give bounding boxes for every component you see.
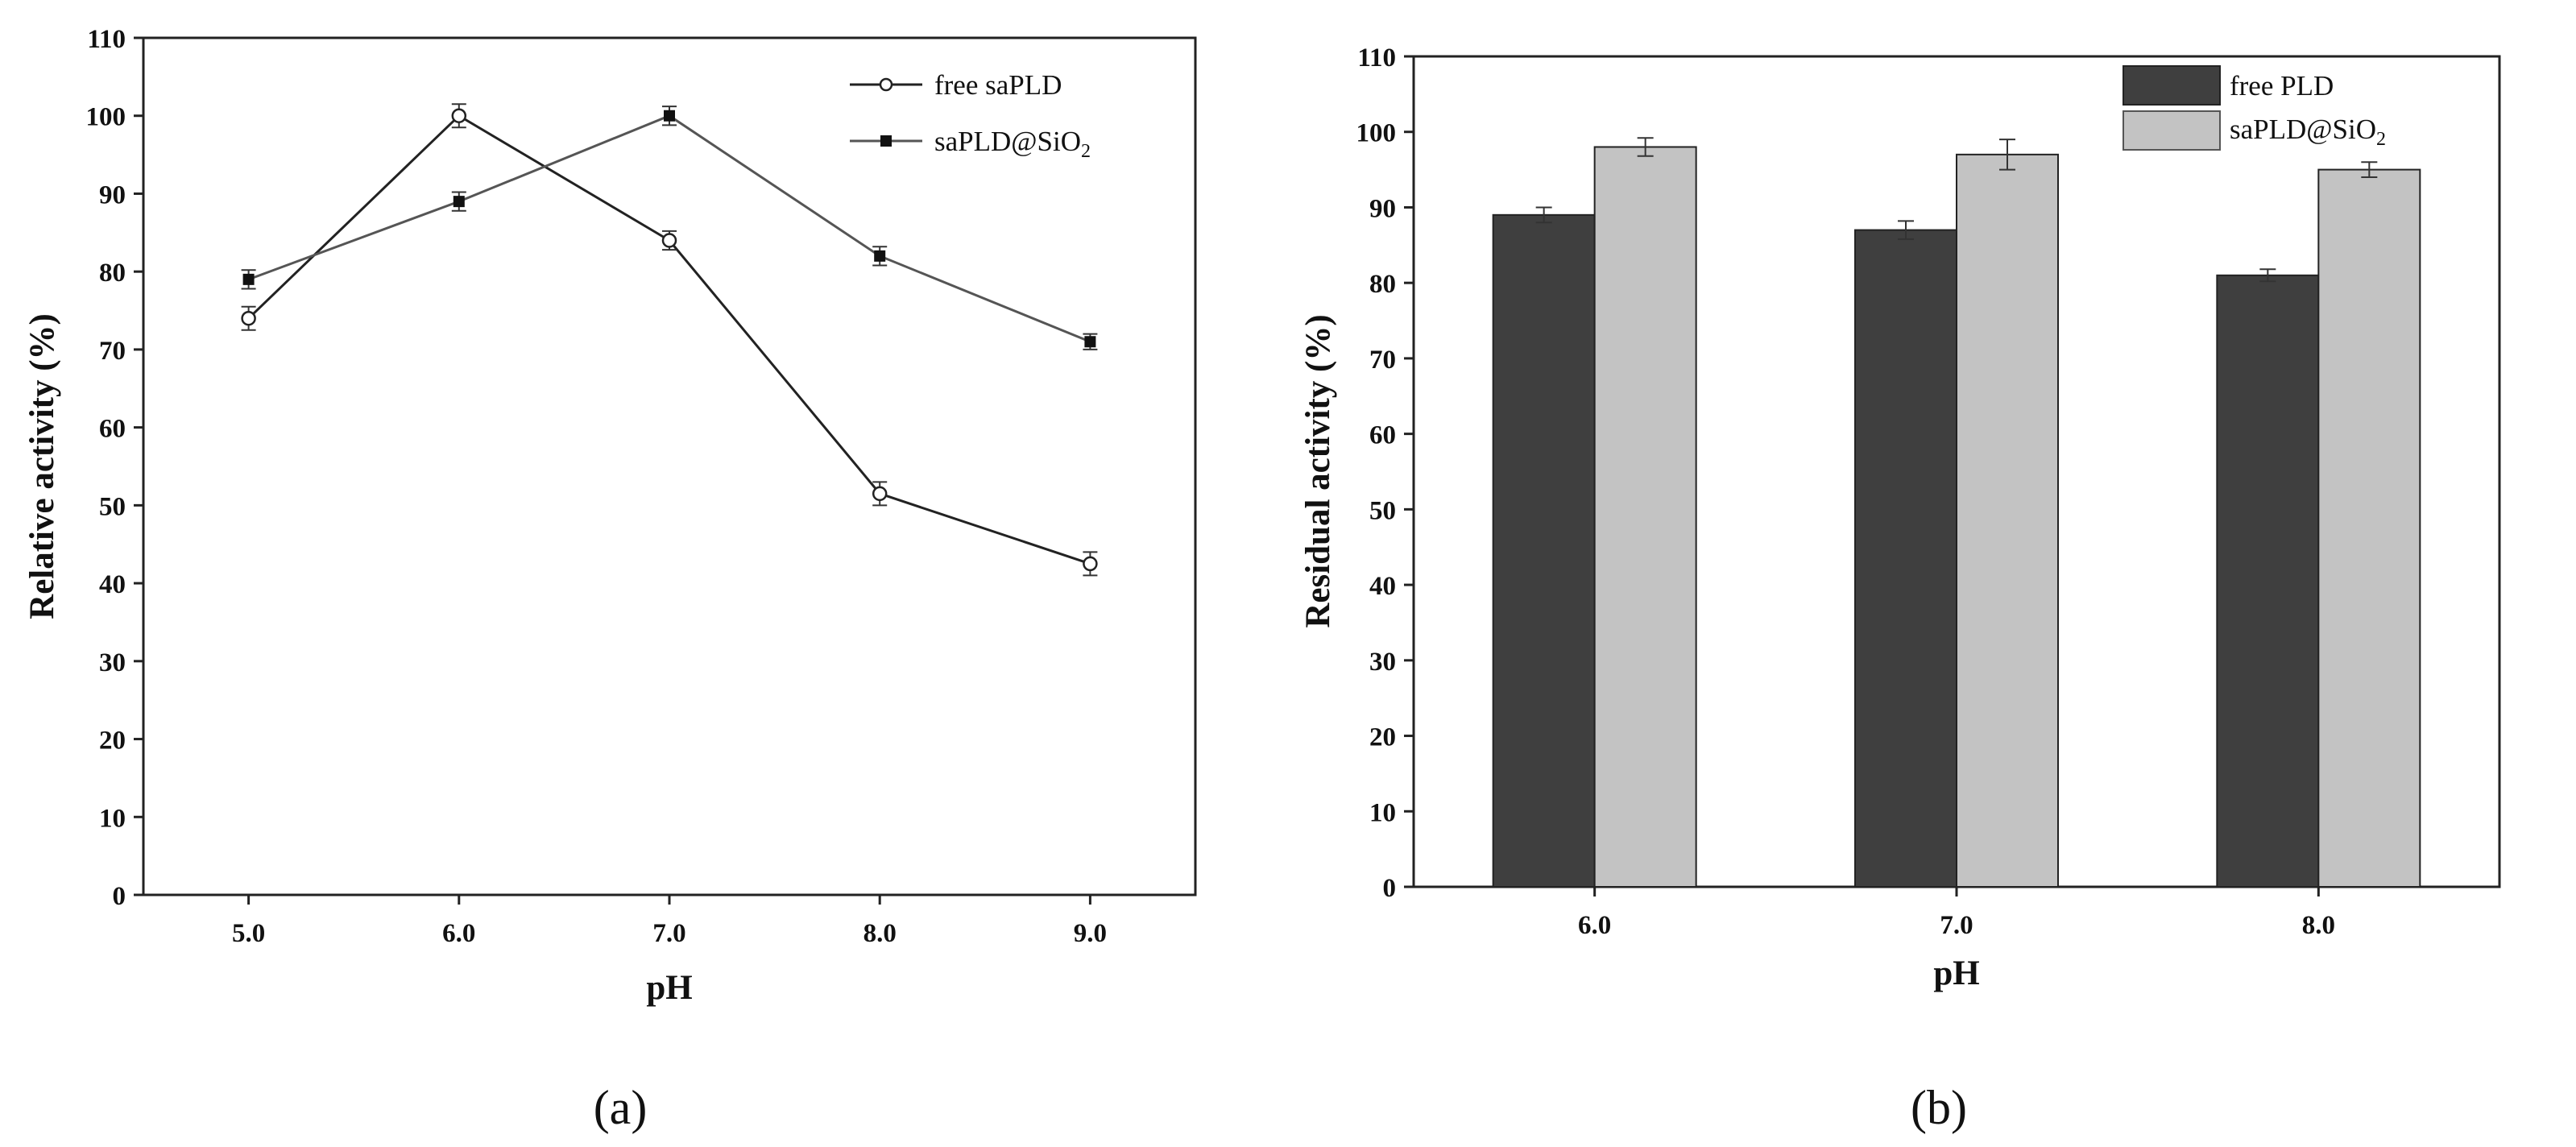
- series-line-1: [247, 114, 1091, 565]
- y-tick-label-b: 90: [1369, 194, 1396, 223]
- x-tick-label-a: 9.0: [1074, 919, 1107, 948]
- data-point-free-saPLD: [451, 108, 467, 123]
- y-tick-label-b: 110: [1357, 43, 1396, 72]
- bar-free-PLD-6.0: [1492, 213, 1596, 888]
- data-point-free-saPLD: [872, 486, 888, 502]
- y-tick-label-b: 30: [1369, 648, 1396, 677]
- legend-a-marker-2: [880, 135, 892, 147]
- data-point-saPLD-SiO2: [453, 196, 465, 208]
- y-tick-label-a: 100: [86, 103, 126, 132]
- y-tick-label-a: 20: [99, 727, 126, 756]
- legend-b-swatch-1: [2123, 65, 2221, 106]
- y-tick-label-a: 0: [113, 882, 126, 911]
- y-tick-label-a: 50: [99, 492, 126, 521]
- data-point-free-saPLD: [241, 310, 256, 326]
- bar-saPLD-SiO2-8.0: [2317, 168, 2421, 888]
- y-tick-label-a: 90: [99, 180, 126, 209]
- legend-b-swatch-2: [2123, 110, 2221, 151]
- bar-layer-b: [1492, 137, 2421, 888]
- data-point-saPLD-SiO2: [242, 273, 255, 285]
- y-tick-label-a: 70: [99, 337, 126, 366]
- data-point-saPLD-SiO2: [664, 110, 675, 122]
- legend-b-label-2-sub: 2: [2376, 129, 2386, 150]
- x-tick-label-b: 8.0: [2302, 911, 2335, 940]
- y-tick-label-b: 20: [1369, 723, 1396, 752]
- y-tick-label-b: 60: [1369, 421, 1396, 450]
- chart-panel-b: 0 10 20 30 40 50 60 70 80 90 100 110 6.0 7.0 8.0 pH R…: [1299, 43, 2501, 1134]
- bar-free-PLD-8.0: [2216, 274, 2320, 888]
- x-tick-label-a: 8.0: [863, 919, 897, 948]
- y-tick-label-a: 110: [87, 25, 126, 54]
- x-tick-label-b: 6.0: [1578, 911, 1611, 940]
- y-tick-label-b: 40: [1369, 572, 1396, 601]
- x-tick-label-b: 7.0: [1940, 911, 1973, 940]
- data-point-free-saPLD: [661, 233, 677, 248]
- data-point-free-saPLD: [1083, 556, 1098, 572]
- bar-saPLD-SiO2-6.0: [1593, 146, 1697, 888]
- x-axis-a: 5.0 6.0 7.0 8.0 9.0: [232, 895, 1107, 948]
- y-axis-title-b: Residual activity (%): [1299, 314, 1337, 627]
- legend-a-label-2-sub: 2: [1081, 141, 1091, 162]
- bar-saPLD-SiO2-7.0: [1956, 153, 2059, 888]
- data-point-saPLD-SiO2: [874, 250, 886, 262]
- legend-a-marker-1: [879, 77, 893, 92]
- x-axis-title-a: pH: [646, 969, 692, 1007]
- y-tick-label-a: 80: [99, 259, 126, 288]
- y-tick-label-a: 40: [99, 570, 126, 599]
- x-axis-b: 6.0 7.0 8.0: [1578, 887, 2335, 940]
- y-axis-a: 0 10 20 30 40 50 60 70 80 90 100 110: [86, 25, 143, 911]
- plot-frame-a: [142, 36, 1197, 896]
- bar-free-PLD-7.0: [1854, 229, 1957, 888]
- panel-label-a: (a): [594, 1081, 648, 1134]
- series-layer-a: [241, 103, 1098, 577]
- y-tick-label-b: 100: [1356, 119, 1397, 148]
- y-axis-b: 0 10 20 30 40 50 60 70 80 90 100 110: [1356, 43, 1414, 903]
- x-axis-title-b: pH: [1933, 954, 1979, 992]
- y-tick-label-b: 50: [1369, 496, 1396, 525]
- legend-a-label-1: free saPLD: [934, 69, 1062, 101]
- legend-b-label-1: free PLD: [2230, 70, 2334, 101]
- panel-label-b: (b): [1911, 1081, 1967, 1134]
- y-tick-label-a: 10: [99, 804, 126, 833]
- chart-panel-a: 0 10 20 30 40 50 60 70 80 90 100 110 5.0 6.0 7.0 8.0 9.…: [23, 25, 1197, 1134]
- legend-b-label-2-main: saPLD@SiO: [2230, 114, 2376, 145]
- data-point-saPLD-SiO2: [1084, 336, 1096, 348]
- x-tick-label-a: 6.0: [442, 919, 475, 948]
- y-tick-label-b: 0: [1383, 874, 1397, 903]
- x-tick-label-a: 5.0: [232, 919, 265, 948]
- legend-a: free saPLD saPLD@SiO2: [850, 69, 1091, 162]
- y-axis-title-a: Relative activity (%): [23, 313, 61, 619]
- y-tick-label-b: 80: [1369, 270, 1396, 299]
- y-tick-label-b: 10: [1369, 798, 1396, 827]
- legend-a-label-2: saPLD@SiO2: [934, 126, 1091, 162]
- legend-b-label-2: saPLD@SiO2: [2230, 114, 2386, 150]
- x-tick-label-a: 7.0: [652, 919, 685, 948]
- legend-b: free PLD saPLD@SiO2: [2123, 65, 2386, 151]
- y-tick-label-b: 70: [1369, 346, 1396, 375]
- y-tick-label-a: 60: [99, 415, 126, 444]
- y-tick-label-a: 30: [99, 648, 126, 677]
- legend-a-label-2-main: saPLD@SiO: [934, 126, 1081, 157]
